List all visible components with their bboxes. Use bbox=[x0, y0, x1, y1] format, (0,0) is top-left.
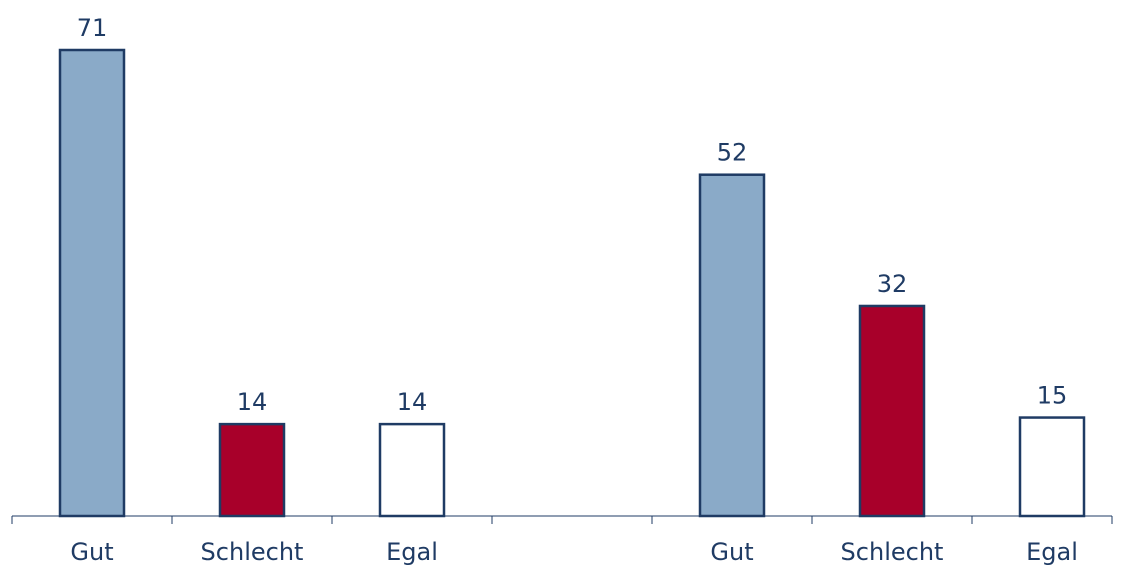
category-label: Egal bbox=[386, 538, 438, 566]
bar-gut-0 bbox=[58, 48, 126, 518]
value-label: 52 bbox=[717, 139, 748, 167]
category-labels-layer: Gut Schlecht Egal Gut Schlecht Egal bbox=[70, 538, 1078, 566]
bar-egal-6 bbox=[1018, 416, 1086, 518]
value-label: 14 bbox=[397, 388, 428, 416]
bars-layer bbox=[58, 48, 1086, 518]
bar-egal-2 bbox=[378, 422, 446, 518]
bar-schlecht-5 bbox=[858, 304, 926, 518]
value-labels-layer: 71 14 14 52 32 15 bbox=[77, 14, 1068, 416]
bar-schlecht-1 bbox=[218, 422, 286, 518]
bar-gut-4 bbox=[698, 173, 766, 518]
value-label: 71 bbox=[77, 14, 108, 42]
value-label: 32 bbox=[877, 270, 908, 298]
category-label: Egal bbox=[1026, 538, 1078, 566]
x-axis-ticks bbox=[11, 516, 1113, 524]
category-label: Schlecht bbox=[841, 538, 944, 566]
value-label: 14 bbox=[237, 388, 268, 416]
value-label: 15 bbox=[1037, 382, 1068, 410]
category-label: Gut bbox=[70, 538, 113, 566]
category-label: Gut bbox=[710, 538, 753, 566]
category-label: Schlecht bbox=[201, 538, 304, 566]
